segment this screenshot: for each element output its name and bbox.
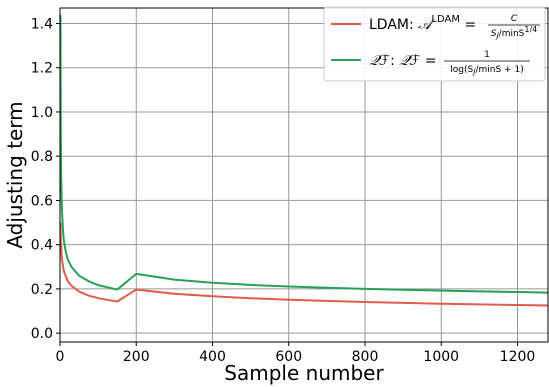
legend-label-qf: 𝒬ℱ: 𝒬ℱ = [369, 53, 436, 69]
legend-frac-numerator-ldam: C [511, 14, 518, 24]
legend-box [323, 6, 546, 82]
legend-label-ldam: LDAM: 𝒜LDAM = [369, 14, 476, 33]
x-tick-label: 400 [199, 349, 226, 365]
y-tick-label: 1.4 [31, 16, 53, 32]
legend-frac-denominator-ldam: Sj/minS1/4 [491, 25, 538, 40]
series-line-qf [59, 14, 549, 294]
y-tick-label: 0.6 [31, 193, 53, 209]
y-tick-label: 0.4 [31, 238, 53, 254]
axis-ticks: 0 200 400 600 800 1000 1200 0.0 0.2 0.4 0.6 0.8 1.0 1… [31, 16, 536, 365]
y-tick-label: 1.0 [31, 105, 53, 121]
x-tick-label: 1200 [500, 349, 536, 365]
y-tick-label: 0.2 [31, 282, 53, 298]
y-axis-label: Adjusting term [3, 101, 27, 248]
series-line-ldam [59, 222, 549, 307]
y-tick-label: 0.0 [31, 326, 53, 342]
x-tick-label: 0 [56, 349, 65, 365]
x-tick-label: 1000 [423, 349, 459, 365]
x-tick-label: 600 [275, 349, 302, 365]
legend-frac-denominator-qf: log(Sj/minS + 1) [450, 65, 523, 76]
x-axis-label: Sample number [224, 361, 384, 385]
legend-frac-numerator-qf: 1 [484, 50, 490, 60]
plot-frame [59, 7, 549, 343]
x-tick-label: 200 [123, 349, 150, 365]
legend: LDAM: 𝒜LDAM = C Sj/minS1/4 𝒬ℱ: 𝒬ℱ = 1 lo… [323, 6, 546, 82]
y-tick-label: 0.8 [31, 149, 53, 165]
legend-entry-qf: 𝒬ℱ: 𝒬ℱ = 1 log(Sj/minS + 1) [331, 50, 530, 76]
x-tick-label: 800 [352, 349, 379, 365]
legend-entry-ldam: LDAM: 𝒜LDAM = C Sj/minS1/4 [331, 14, 540, 40]
y-tick-label: 1.2 [31, 61, 53, 77]
series-lines [59, 14, 549, 307]
